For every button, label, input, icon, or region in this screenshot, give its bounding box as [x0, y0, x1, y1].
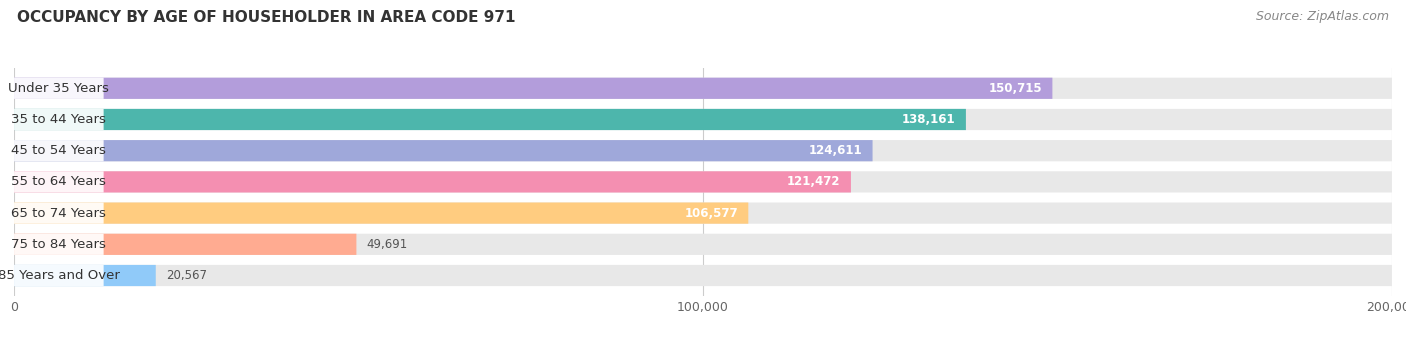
Text: 124,611: 124,611 — [808, 144, 862, 157]
Text: 55 to 64 Years: 55 to 64 Years — [11, 175, 107, 188]
Text: 85 Years and Over: 85 Years and Over — [0, 269, 120, 282]
FancyBboxPatch shape — [14, 109, 104, 130]
FancyBboxPatch shape — [14, 265, 104, 286]
FancyBboxPatch shape — [14, 234, 356, 255]
FancyBboxPatch shape — [14, 265, 1392, 286]
Text: 75 to 84 Years: 75 to 84 Years — [11, 238, 107, 251]
Text: 45 to 54 Years: 45 to 54 Years — [11, 144, 107, 157]
FancyBboxPatch shape — [14, 171, 104, 192]
FancyBboxPatch shape — [14, 78, 104, 99]
Text: Source: ZipAtlas.com: Source: ZipAtlas.com — [1256, 10, 1389, 23]
Text: 65 to 74 Years: 65 to 74 Years — [11, 207, 107, 220]
FancyBboxPatch shape — [14, 265, 156, 286]
Text: 150,715: 150,715 — [988, 82, 1042, 95]
FancyBboxPatch shape — [14, 171, 851, 192]
FancyBboxPatch shape — [14, 234, 104, 255]
FancyBboxPatch shape — [14, 171, 1392, 192]
FancyBboxPatch shape — [14, 203, 104, 224]
Text: 121,472: 121,472 — [787, 175, 841, 188]
FancyBboxPatch shape — [14, 140, 104, 161]
FancyBboxPatch shape — [14, 234, 1392, 255]
Text: OCCUPANCY BY AGE OF HOUSEHOLDER IN AREA CODE 971: OCCUPANCY BY AGE OF HOUSEHOLDER IN AREA … — [17, 10, 516, 25]
FancyBboxPatch shape — [14, 109, 1392, 130]
FancyBboxPatch shape — [14, 140, 873, 161]
FancyBboxPatch shape — [14, 203, 1392, 224]
Text: 35 to 44 Years: 35 to 44 Years — [11, 113, 107, 126]
FancyBboxPatch shape — [14, 78, 1392, 99]
FancyBboxPatch shape — [14, 140, 1392, 161]
FancyBboxPatch shape — [14, 203, 748, 224]
FancyBboxPatch shape — [14, 109, 966, 130]
Text: 49,691: 49,691 — [367, 238, 408, 251]
Text: 106,577: 106,577 — [685, 207, 738, 220]
Text: 20,567: 20,567 — [166, 269, 207, 282]
Text: Under 35 Years: Under 35 Years — [8, 82, 110, 95]
FancyBboxPatch shape — [14, 78, 1053, 99]
Text: 138,161: 138,161 — [901, 113, 956, 126]
